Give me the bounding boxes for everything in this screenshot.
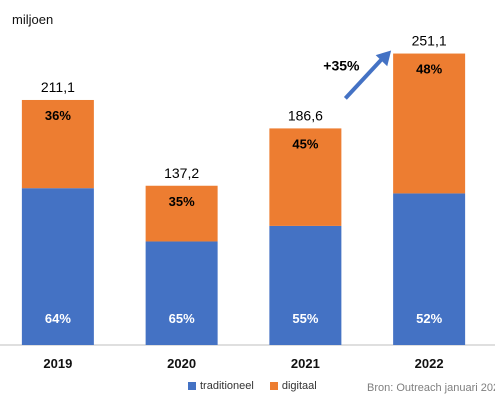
segment-label-digitaal-2022: 48% xyxy=(416,62,442,77)
segment-label-digitaal-2020: 35% xyxy=(169,194,195,209)
segment-label-digitaal-2019: 36% xyxy=(45,108,71,123)
bar-digitaal-2022 xyxy=(393,53,466,194)
bar-digitaal-2021 xyxy=(269,128,342,226)
bar-digitaal-2020 xyxy=(145,185,218,242)
legend-label-traditioneel: traditioneel xyxy=(200,380,254,392)
bar-traditioneel-2021 xyxy=(269,225,342,345)
segment-label-traditioneel-2022: 52% xyxy=(416,311,442,326)
total-label-2022: 251,1 xyxy=(412,33,447,49)
legend-swatch-digitaal xyxy=(269,382,278,390)
legend-swatch-traditioneel xyxy=(188,382,196,390)
bar-digitaal-2019 xyxy=(21,99,94,189)
segment-label-traditioneel-2021: 55% xyxy=(292,311,318,326)
x-tick-label-2021: 2021 xyxy=(291,356,320,371)
x-tick-label-2019: 2019 xyxy=(43,356,72,371)
growth-arrow-head xyxy=(375,50,392,67)
source-note: Bron: Outreach januari 2023 xyxy=(367,382,495,394)
bar-traditioneel-2019 xyxy=(21,188,94,345)
segment-label-traditioneel-2020: 65% xyxy=(169,311,195,326)
growth-arrow-shaft xyxy=(343,54,387,100)
segment-label-digitaal-2021: 45% xyxy=(292,136,318,151)
total-label-2020: 137,2 xyxy=(164,165,199,181)
x-tick-label-2022: 2022 xyxy=(415,356,444,371)
bar-traditioneel-2022 xyxy=(393,193,466,345)
legend: traditioneel digitaal xyxy=(188,380,317,392)
legend-label-digitaal: digitaal xyxy=(281,380,317,392)
growth-annotation-label: +35% xyxy=(323,57,360,73)
segment-label-traditioneel-2019: 64% xyxy=(45,311,71,326)
total-label-2019: 211,1 xyxy=(41,79,75,95)
total-label-2021: 186,6 xyxy=(288,107,323,123)
x-tick-label-2020: 2020 xyxy=(167,356,196,371)
unit-label: miljoen xyxy=(12,12,54,27)
bar-traditioneel-2020 xyxy=(145,241,218,345)
